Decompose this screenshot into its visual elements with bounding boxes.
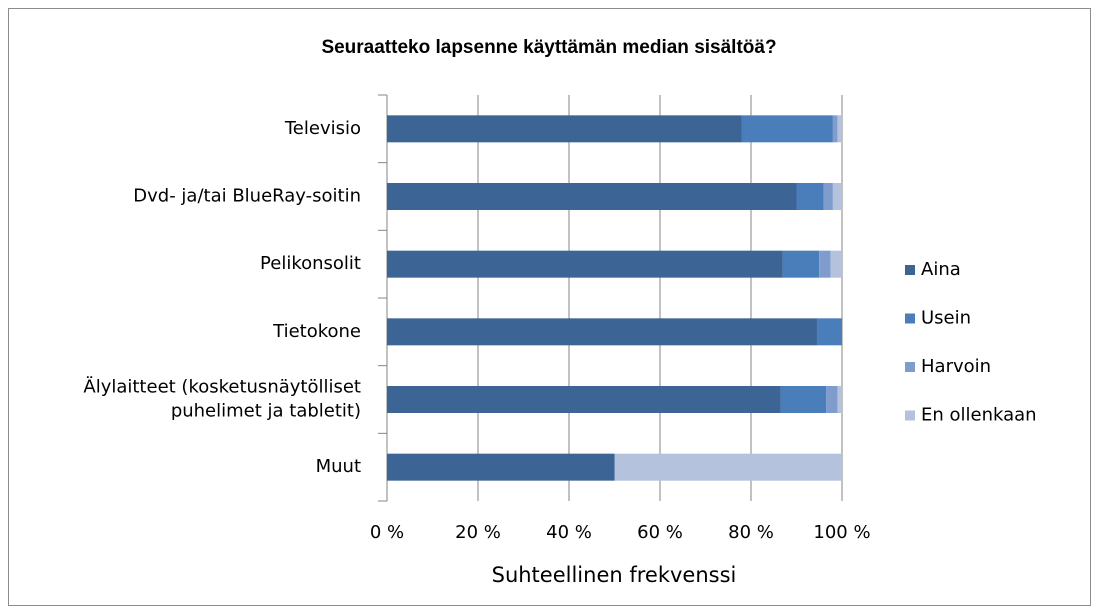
bar-segment xyxy=(826,386,838,413)
bar-segment xyxy=(387,318,817,346)
bar-segment xyxy=(823,183,833,210)
bar-segment xyxy=(837,386,842,413)
legend-swatch xyxy=(905,313,915,324)
legend-swatch xyxy=(905,265,915,275)
x-tick-label: 100 % xyxy=(813,522,870,543)
legend-label: Harvoin xyxy=(921,356,991,377)
bar-segment xyxy=(796,183,824,210)
legend-swatch xyxy=(905,362,915,372)
chart-frame xyxy=(8,8,1091,606)
bar-segment xyxy=(782,250,820,278)
y-tick-label: Pelikonsolit xyxy=(260,253,361,274)
bar-segment xyxy=(832,115,838,143)
y-tick-label: Muut xyxy=(316,456,361,477)
bar-segment xyxy=(819,250,831,278)
bar-segment xyxy=(837,115,842,143)
bar-segment xyxy=(830,250,842,278)
x-tick-label: 0 % xyxy=(370,522,404,543)
x-tick-label: 40 % xyxy=(546,522,592,543)
bar-segment xyxy=(780,386,827,413)
bar-segment xyxy=(816,318,842,346)
bar-segment xyxy=(387,183,797,210)
legend-swatch xyxy=(905,410,915,421)
y-tick-label: Televisio xyxy=(284,118,361,139)
bar-segment xyxy=(614,453,842,481)
x-axis-title: Suhteellinen frekvenssi xyxy=(492,563,737,587)
x-tick-label: 60 % xyxy=(637,522,683,543)
y-tick-label: Älylaitteet (kosketusnäytölliset puhelime… xyxy=(83,377,361,422)
bar-segment xyxy=(387,115,742,143)
bar-segment xyxy=(832,183,842,210)
bar-segment xyxy=(387,386,781,413)
legend-label: Aina xyxy=(921,259,961,280)
bar-segment xyxy=(741,115,833,143)
legend-label: En ollenkaan xyxy=(921,405,1037,426)
legend-label: Usein xyxy=(921,308,971,329)
x-tick-label: 20 % xyxy=(455,522,501,543)
bar-segment xyxy=(387,250,783,278)
y-tick-label: Tietokone xyxy=(272,321,361,342)
chart-title: Seuraatteko lapsenne käyttämän median si… xyxy=(321,37,776,58)
bar-segment xyxy=(387,453,615,481)
x-tick-label: 80 % xyxy=(728,522,774,543)
y-tick-label: Dvd- ja/tai BlueRay-soitin xyxy=(133,186,361,207)
